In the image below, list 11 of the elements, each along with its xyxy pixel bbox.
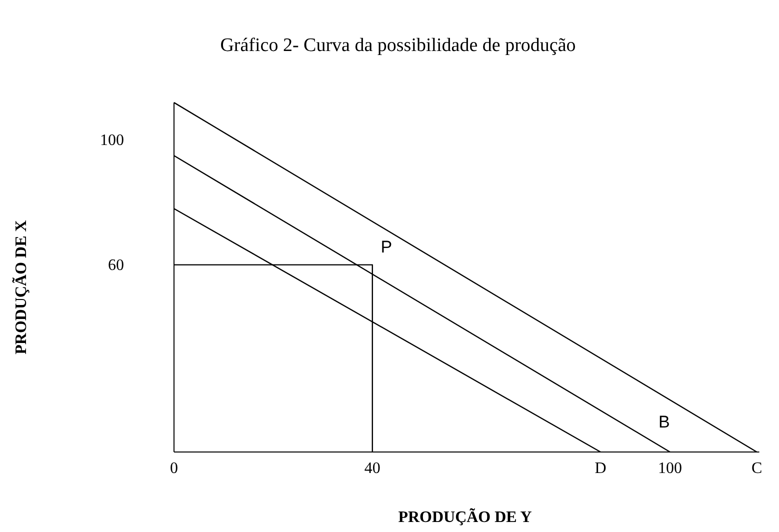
x-tick-label: 40 — [364, 460, 380, 477]
x-axis-title: PRODUÇÃO DE Y — [398, 508, 532, 526]
x-tick-label: C — [751, 460, 762, 477]
x-tick-label: 100 — [658, 460, 682, 477]
x-tick-label: 0 — [170, 460, 178, 477]
annotation: B — [658, 412, 670, 432]
y-tick-label: 60 — [108, 256, 124, 274]
annotation: P — [380, 237, 392, 256]
y-axis-title: PRODUÇÃO DE X — [12, 220, 30, 354]
chart-title: Gráfico 2- Curva da possibilidade de produção — [220, 35, 576, 56]
x-tick-label: D — [594, 460, 606, 477]
